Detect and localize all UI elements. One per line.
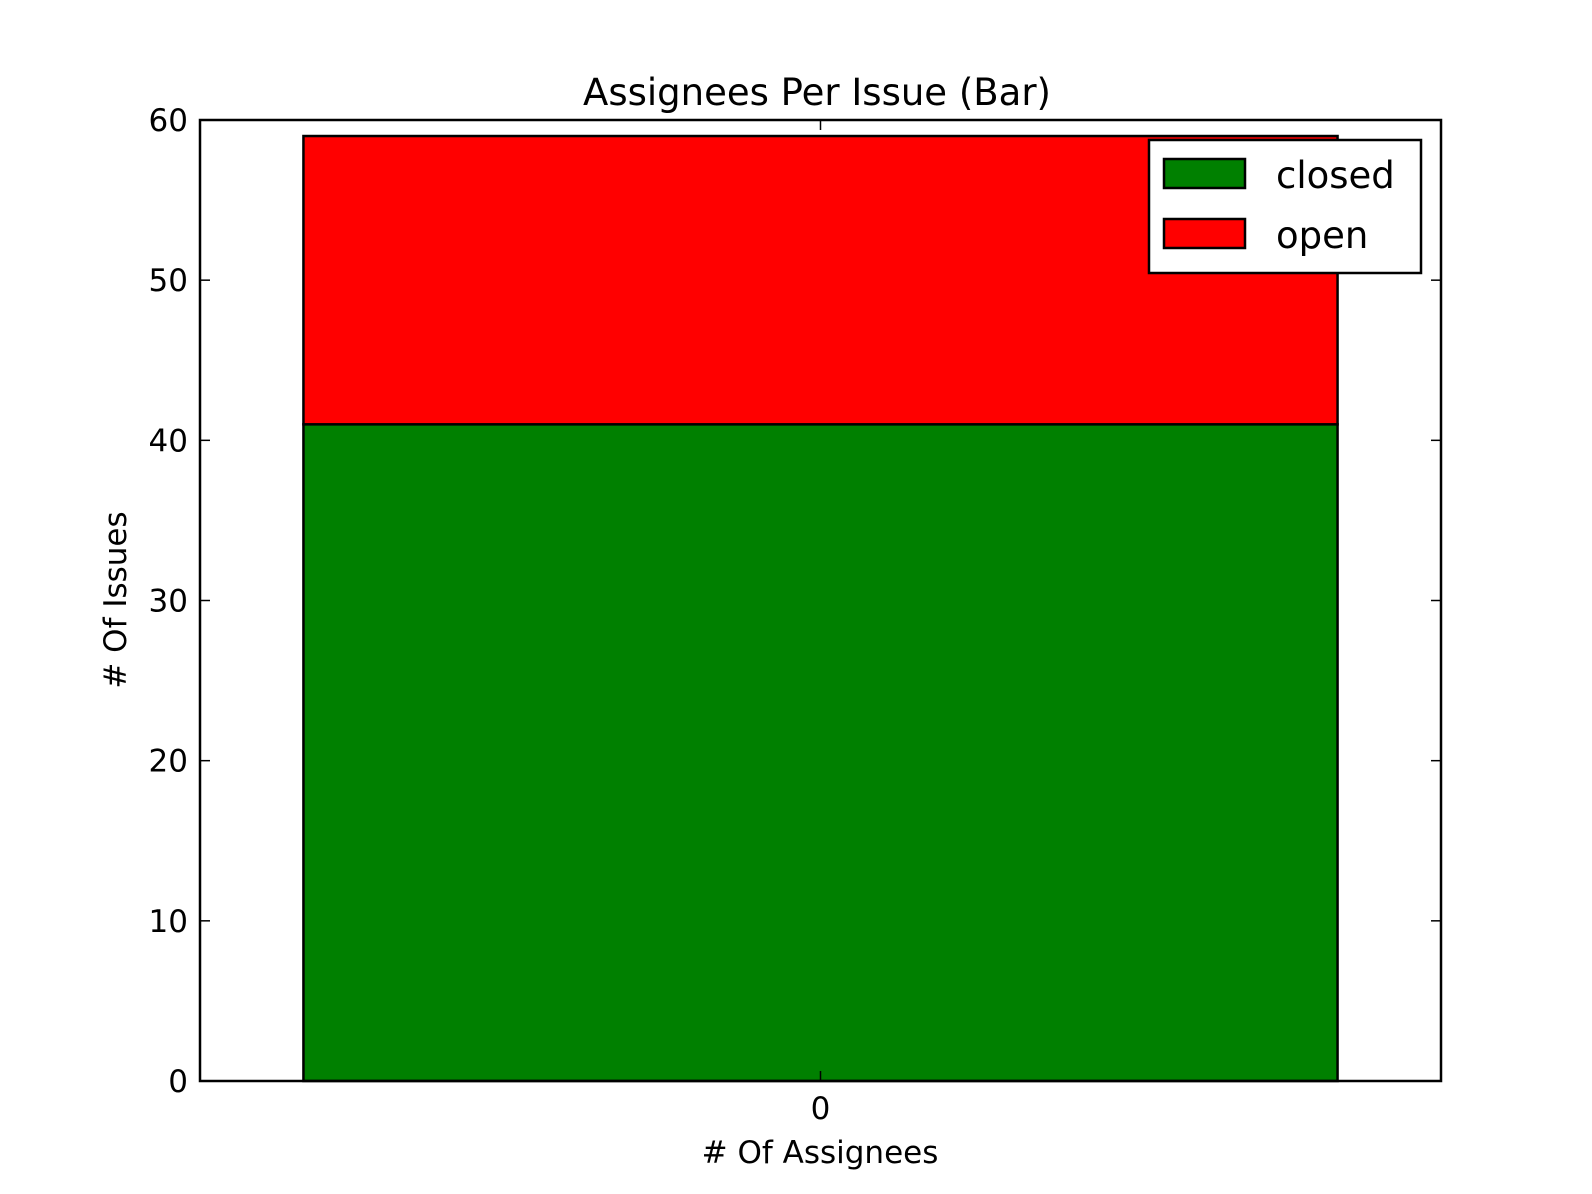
plot-frame: [198, 118, 1443, 1083]
y-ticks-group: 0 10 20 30 40 50 60: [149, 103, 1441, 1100]
chart-title: Assignees Per Issue (Bar): [583, 71, 1051, 114]
bars-group: [302, 134, 1339, 1083]
y-axis-label: # Of Issues: [98, 511, 134, 688]
legend-label-open: open: [1276, 214, 1368, 257]
bar-closed-0: [302, 423, 1339, 1083]
legend-swatch-open: [1162, 217, 1247, 250]
y-tick-label-50: 50: [149, 263, 188, 299]
legend-label-closed: closed: [1276, 154, 1395, 197]
x-axis-label: # Of Assignees: [702, 1135, 939, 1171]
y-tick-label-60: 60: [149, 103, 188, 139]
legend: closed open: [1147, 138, 1423, 275]
y-tick-label-40: 40: [149, 423, 188, 459]
y-tick-label-30: 30: [149, 584, 188, 620]
y-tick-label-20: 20: [149, 744, 188, 780]
x-ticks-group: 0: [811, 120, 831, 1127]
y-tick-label-0: 0: [168, 1064, 188, 1100]
y-tick-label-10: 10: [149, 904, 188, 940]
x-tick-label-0: 0: [811, 1091, 831, 1127]
legend-swatch-closed: [1162, 157, 1247, 190]
